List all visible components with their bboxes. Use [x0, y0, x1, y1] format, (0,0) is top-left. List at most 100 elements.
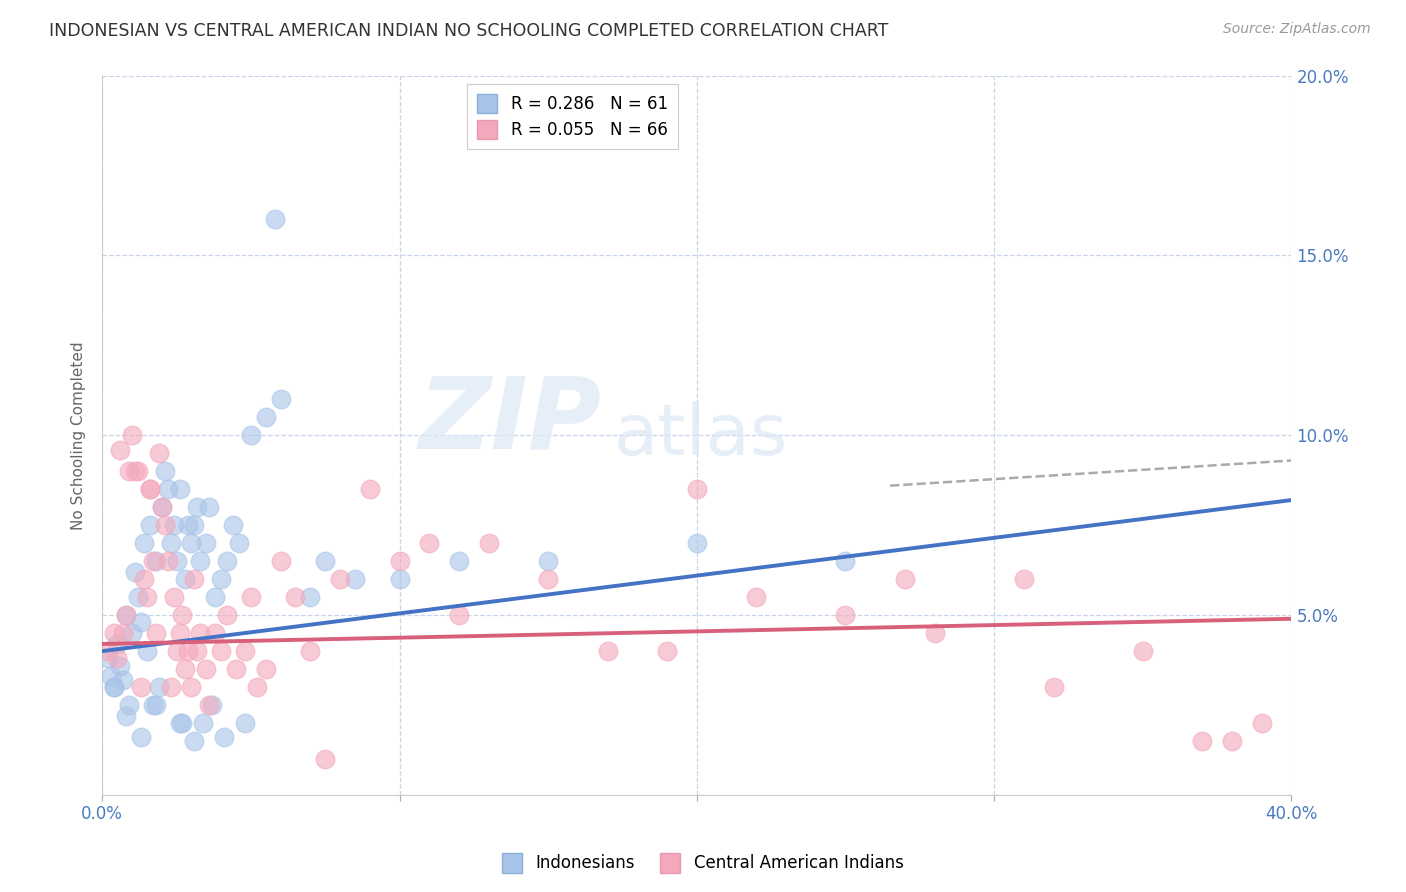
Point — [169, 626, 191, 640]
Point — [209, 644, 232, 658]
Point — [139, 482, 162, 496]
Point — [124, 464, 146, 478]
Point — [924, 626, 946, 640]
Text: ZIP: ZIP — [419, 372, 602, 469]
Point — [188, 554, 211, 568]
Point — [1132, 644, 1154, 658]
Point — [145, 554, 167, 568]
Point — [105, 651, 128, 665]
Point — [174, 662, 197, 676]
Point — [655, 644, 678, 658]
Point — [103, 680, 125, 694]
Point — [111, 626, 134, 640]
Point — [834, 608, 856, 623]
Point — [447, 554, 470, 568]
Point — [142, 554, 165, 568]
Point — [388, 572, 411, 586]
Point — [156, 482, 179, 496]
Point — [447, 608, 470, 623]
Point — [183, 518, 205, 533]
Point — [103, 680, 125, 694]
Point — [894, 572, 917, 586]
Point — [97, 644, 120, 658]
Point — [1250, 716, 1272, 731]
Point — [150, 500, 173, 515]
Point — [233, 716, 256, 731]
Point — [169, 482, 191, 496]
Point — [127, 464, 149, 478]
Legend: Indonesians, Central American Indians: Indonesians, Central American Indians — [496, 847, 910, 880]
Point — [299, 644, 322, 658]
Point — [834, 554, 856, 568]
Point — [172, 716, 194, 731]
Point — [132, 572, 155, 586]
Point — [159, 680, 181, 694]
Point — [183, 572, 205, 586]
Point — [198, 698, 221, 712]
Point — [1220, 734, 1243, 748]
Point — [209, 572, 232, 586]
Point — [156, 554, 179, 568]
Point — [537, 554, 560, 568]
Point — [180, 536, 202, 550]
Point — [139, 518, 162, 533]
Point — [135, 590, 157, 604]
Point — [103, 626, 125, 640]
Point — [115, 608, 138, 623]
Point — [150, 500, 173, 515]
Point — [745, 590, 768, 604]
Point — [478, 536, 501, 550]
Point — [145, 626, 167, 640]
Point — [97, 651, 120, 665]
Point — [118, 464, 141, 478]
Point — [121, 428, 143, 442]
Point — [186, 500, 208, 515]
Legend: R = 0.286   N = 61, R = 0.055   N = 66: R = 0.286 N = 61, R = 0.055 N = 66 — [467, 84, 678, 149]
Point — [204, 590, 226, 604]
Point — [198, 500, 221, 515]
Point — [142, 698, 165, 712]
Point — [195, 536, 218, 550]
Point — [111, 673, 134, 687]
Point — [284, 590, 307, 604]
Point — [246, 680, 269, 694]
Point — [418, 536, 440, 550]
Point — [135, 644, 157, 658]
Point — [100, 669, 122, 683]
Point — [254, 410, 277, 425]
Point — [359, 482, 381, 496]
Point — [174, 572, 197, 586]
Text: Source: ZipAtlas.com: Source: ZipAtlas.com — [1223, 22, 1371, 37]
Point — [153, 518, 176, 533]
Text: atlas: atlas — [613, 401, 787, 470]
Point — [225, 662, 247, 676]
Point — [172, 608, 194, 623]
Point — [314, 752, 336, 766]
Point — [108, 442, 131, 457]
Point — [217, 554, 239, 568]
Point — [314, 554, 336, 568]
Point — [166, 554, 188, 568]
Point — [148, 446, 170, 460]
Point — [148, 680, 170, 694]
Point — [115, 709, 138, 723]
Point — [121, 626, 143, 640]
Point — [201, 698, 224, 712]
Point — [169, 716, 191, 731]
Point — [105, 637, 128, 651]
Point — [124, 565, 146, 579]
Point — [343, 572, 366, 586]
Point — [180, 680, 202, 694]
Point — [153, 464, 176, 478]
Y-axis label: No Schooling Completed: No Schooling Completed — [72, 341, 86, 530]
Point — [118, 698, 141, 712]
Point — [177, 518, 200, 533]
Point — [159, 536, 181, 550]
Point — [239, 428, 262, 442]
Point — [129, 731, 152, 745]
Text: INDONESIAN VS CENTRAL AMERICAN INDIAN NO SCHOOLING COMPLETED CORRELATION CHART: INDONESIAN VS CENTRAL AMERICAN INDIAN NO… — [49, 22, 889, 40]
Point — [204, 626, 226, 640]
Point — [388, 554, 411, 568]
Point — [217, 608, 239, 623]
Point — [233, 644, 256, 658]
